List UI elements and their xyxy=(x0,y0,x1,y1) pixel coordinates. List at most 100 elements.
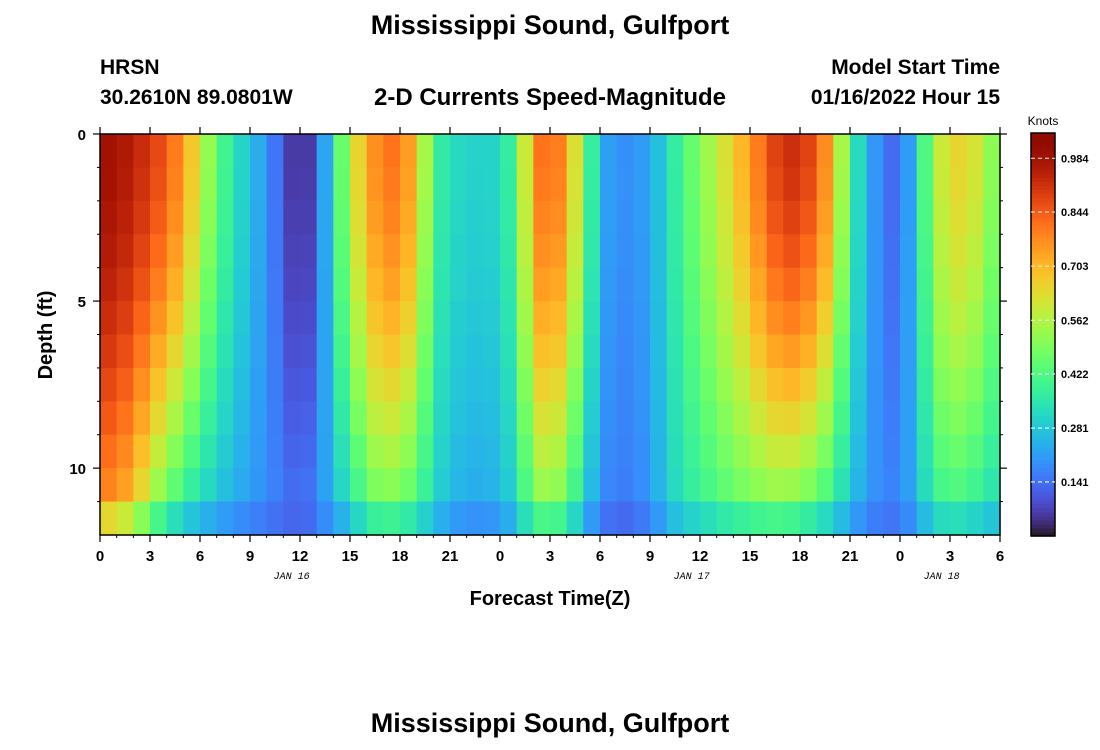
heatmap-cell xyxy=(100,134,118,169)
heatmap-cell xyxy=(316,501,334,536)
heatmap-cell xyxy=(866,401,884,436)
heatmap-cell xyxy=(933,301,951,336)
colorbar-segment xyxy=(1031,475,1055,481)
heatmap-cell xyxy=(466,234,484,269)
heatmap-cell xyxy=(550,434,568,469)
heatmap-cell xyxy=(416,134,434,169)
heatmap-cell xyxy=(783,267,801,302)
heatmap-cell xyxy=(400,234,418,269)
x-tick-label: 12 xyxy=(292,548,309,565)
heatmap-cell xyxy=(916,134,934,169)
heatmap-cell xyxy=(433,367,451,402)
heatmap-cell xyxy=(133,367,151,402)
heatmap-cell xyxy=(250,334,268,369)
heatmap-cell xyxy=(150,301,168,336)
colorbar-segment xyxy=(1031,499,1055,505)
heatmap-cell xyxy=(116,267,134,302)
heatmap-cell xyxy=(100,468,118,503)
colorbar-segment xyxy=(1031,153,1055,158)
colorbar-segment xyxy=(1031,245,1055,251)
heatmap-cell xyxy=(983,401,1001,436)
chart-title: Mississippi Sound, Gulfport xyxy=(370,10,730,40)
x-tick-label: 6 xyxy=(596,548,604,565)
heatmap-cell xyxy=(683,501,701,536)
heatmap-cell xyxy=(600,401,618,436)
heatmap-cell xyxy=(316,234,334,269)
heatmap-cells xyxy=(100,134,1001,536)
heatmap-cell xyxy=(783,434,801,469)
colorbar-tick-label: 0.703 xyxy=(1061,261,1089,273)
colorbar-segment xyxy=(1031,531,1055,537)
colorbar-segment xyxy=(1031,443,1055,448)
heatmap-cell xyxy=(250,200,268,235)
heatmap-cell xyxy=(583,468,601,503)
heatmap-cell xyxy=(733,167,751,202)
colorbar-segment xyxy=(1031,185,1055,191)
heatmap-cell xyxy=(550,267,568,302)
heatmap-cell xyxy=(966,468,984,503)
heatmap-cell xyxy=(250,301,268,336)
heatmap-cell xyxy=(366,401,384,436)
heatmap-cell xyxy=(883,434,901,469)
x-tick-label: 18 xyxy=(792,548,809,565)
heatmap-cell xyxy=(116,134,134,169)
heatmap-cell xyxy=(133,434,151,469)
colorbar-segment xyxy=(1031,278,1055,283)
heatmap-cell xyxy=(300,367,318,402)
heatmap-cell xyxy=(616,234,634,269)
heatmap-cell xyxy=(450,200,468,235)
heatmap-cell xyxy=(466,301,484,336)
heatmap-cell xyxy=(200,334,218,369)
x-tick-label: 3 xyxy=(546,548,554,565)
heatmap-cell xyxy=(633,200,651,235)
heatmap-cell xyxy=(616,167,634,202)
heatmap-cell xyxy=(433,301,451,336)
heatmap-cell xyxy=(433,134,451,169)
heatmap-cell xyxy=(550,401,568,436)
heatmap-cell xyxy=(483,234,501,269)
heatmap-cell xyxy=(166,267,184,302)
heatmap-cell xyxy=(716,167,734,202)
heatmap-cell xyxy=(700,501,718,536)
heatmap-cell xyxy=(666,267,684,302)
heatmap-cell xyxy=(366,167,384,202)
heatmap-cell xyxy=(850,501,868,536)
colorbar-segment xyxy=(1031,515,1055,521)
heatmap-cell xyxy=(750,167,768,202)
heatmap-cell xyxy=(533,301,551,336)
heatmap-cell xyxy=(766,367,784,402)
heatmap-cell xyxy=(850,167,868,202)
heatmap-cell xyxy=(200,234,218,269)
heatmap-cell xyxy=(850,334,868,369)
colorbar-unit-label: Knots xyxy=(1028,114,1059,128)
heatmap-cell xyxy=(450,167,468,202)
heatmap-cell xyxy=(916,301,934,336)
heatmap-cell xyxy=(850,301,868,336)
heatmap-cell xyxy=(966,401,984,436)
heatmap-cell xyxy=(583,200,601,235)
heatmap-cell xyxy=(833,501,851,536)
heatmap-cell xyxy=(950,434,968,469)
colorbar-segment xyxy=(1031,467,1055,473)
heatmap-cell xyxy=(766,234,784,269)
heatmap-cell xyxy=(366,501,384,536)
heatmap-cell xyxy=(600,301,618,336)
colorbar-segment xyxy=(1031,290,1055,295)
heatmap-cell xyxy=(783,167,801,202)
heatmap-cell xyxy=(500,434,518,469)
heatmap-cell xyxy=(233,434,251,469)
heatmap-cell xyxy=(650,501,668,536)
colorbar-segment xyxy=(1031,350,1055,356)
heatmap-cell xyxy=(966,301,984,336)
heatmap-cell xyxy=(600,334,618,369)
heatmap-cell xyxy=(716,434,734,469)
heatmap-cell xyxy=(266,134,284,169)
colorbar-segment xyxy=(1031,511,1055,517)
heatmap-cell xyxy=(133,468,151,503)
heatmap-cell xyxy=(300,334,318,369)
heatmap-cell xyxy=(350,401,368,436)
heatmap-cell xyxy=(600,367,618,402)
heatmap-cell xyxy=(100,200,118,235)
heatmap-cell xyxy=(283,167,301,202)
heatmap-cell xyxy=(133,134,151,169)
